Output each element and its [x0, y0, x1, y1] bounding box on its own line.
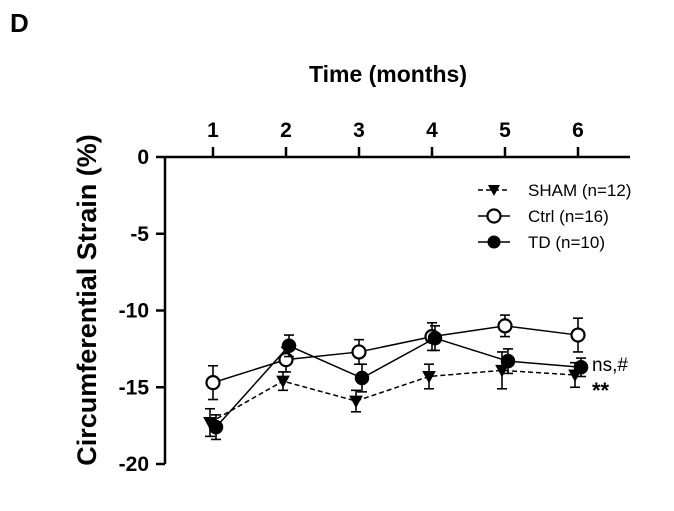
series-0 — [205, 351, 580, 438]
data-point — [208, 419, 224, 435]
x-tick-label: 1 — [207, 119, 219, 142]
data-point — [354, 370, 370, 386]
legend-label: SHAM (n=12) — [528, 181, 631, 200]
annotation-ns: ns,# — [592, 355, 628, 376]
series-1 — [208, 314, 583, 401]
x-tick-label: 4 — [426, 119, 438, 142]
legend: SHAM (n=12) Ctrl (n=16) TD (n=10) — [478, 181, 631, 252]
y-tick-label: 0 — [137, 146, 149, 169]
legend-marker — [487, 235, 501, 249]
y-axis-label: Circumferential Strain (%) — [72, 134, 102, 466]
legend-label: Ctrl (n=16) — [528, 207, 609, 226]
data-point — [351, 344, 367, 360]
x-tick-label: 5 — [499, 119, 511, 142]
legend-marker — [488, 185, 500, 196]
data-point — [349, 395, 363, 409]
data-point — [573, 360, 589, 375]
x-tick-label: 2 — [280, 119, 292, 142]
legend-label: TD (n=10) — [528, 233, 605, 252]
data-point — [495, 364, 509, 378]
series-2 — [211, 325, 586, 441]
data-point — [281, 338, 297, 354]
y-tick-label: -20 — [119, 453, 149, 476]
chart-title: Time (months) — [309, 61, 467, 87]
x-tick-label: 3 — [353, 119, 365, 142]
y-tick-label: -15 — [119, 376, 150, 399]
data-point — [422, 371, 436, 384]
data-point — [427, 330, 443, 346]
series-line — [209, 369, 576, 424]
series-line — [212, 325, 579, 384]
data-point — [205, 375, 221, 391]
data-point — [500, 353, 516, 369]
series-line — [215, 337, 582, 428]
data-point — [570, 327, 586, 343]
legend-marker — [486, 208, 502, 224]
annotation-significance: ** — [592, 378, 610, 403]
y-tick-label: -5 — [130, 223, 149, 246]
y-tick-label: -10 — [119, 300, 149, 323]
x-tick-label: 6 — [572, 119, 584, 142]
panel-label: D — [10, 8, 29, 38]
data-point — [497, 318, 513, 334]
data-point — [276, 375, 290, 389]
